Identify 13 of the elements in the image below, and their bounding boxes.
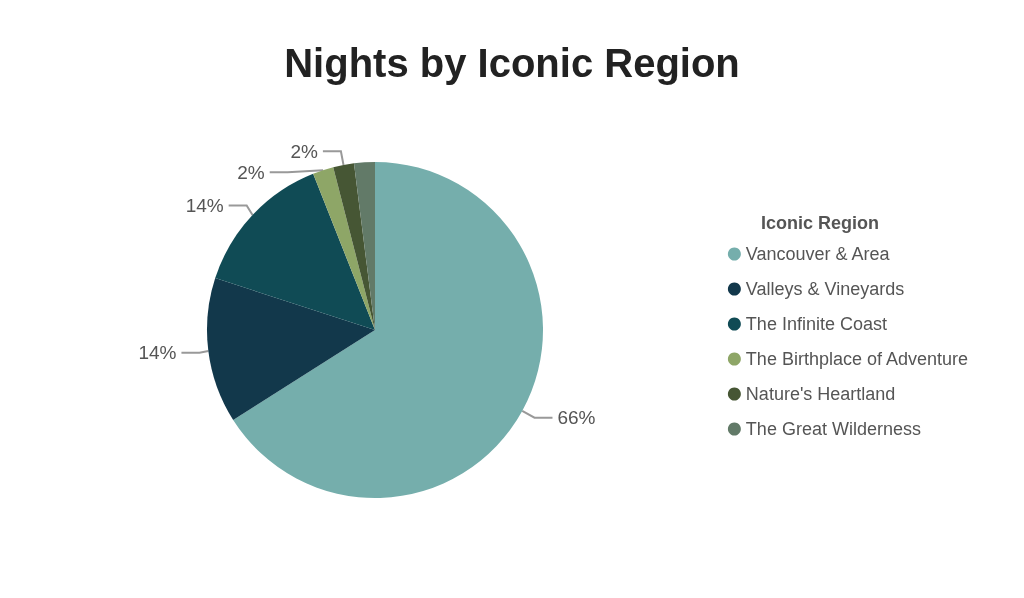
data-label: 14% bbox=[185, 194, 224, 216]
data-label: 66% bbox=[557, 407, 596, 429]
legend-label: The Great Wilderness bbox=[745, 419, 921, 439]
data-label: 2% bbox=[290, 140, 318, 162]
legend-label: Nature's Heartland bbox=[745, 384, 896, 404]
legend-label: The Birthplace of Adventure bbox=[745, 349, 969, 369]
chart-title: Nights by Iconic Region bbox=[284, 41, 740, 85]
data-label: 14% bbox=[138, 342, 177, 364]
data-label: 2% bbox=[237, 161, 265, 183]
legend-label: Valleys & Vineyards bbox=[745, 279, 905, 299]
legend-label: The Infinite Coast bbox=[745, 314, 887, 334]
legend-label: Vancouver & Area bbox=[745, 244, 891, 264]
legend-title: Iconic Region bbox=[760, 213, 879, 233]
